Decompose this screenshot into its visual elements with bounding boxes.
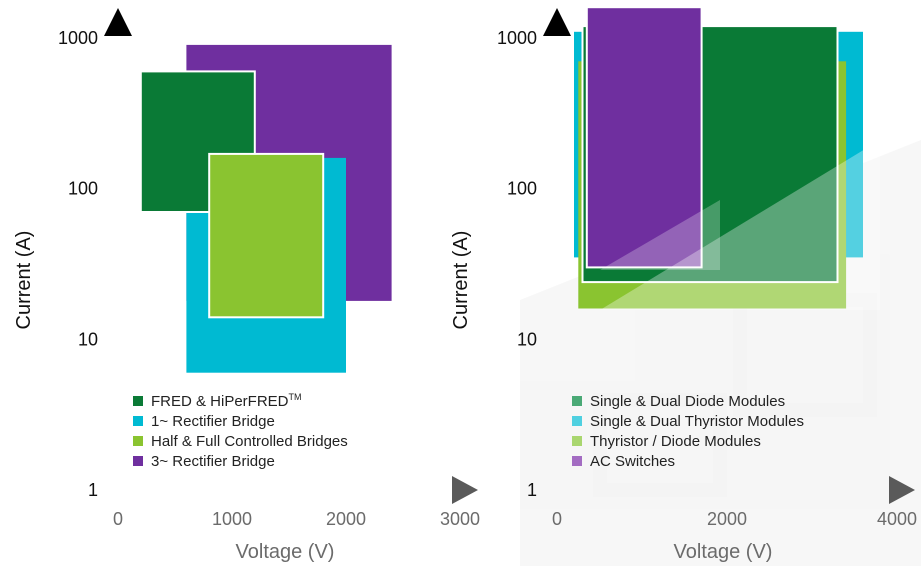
legend-label: Single & Dual Thyristor Modules [590, 413, 804, 430]
y-tick-label: 1000 [497, 28, 537, 48]
x-tick-label: 1000 [212, 509, 252, 529]
x-tick-label: 2000 [326, 509, 366, 529]
legend-superscript: TM [289, 392, 302, 402]
x-tick-label: 3000 [440, 509, 480, 529]
y-tick-label: 100 [507, 179, 537, 199]
overlay-wash-2 [600, 200, 720, 270]
y-tick-label: 10 [78, 329, 98, 349]
legend-label: Half & Full Controlled Bridges [151, 433, 348, 450]
left-chart-panel: 0 1000 2000 3000 1 10 100 1000 Voltage (V) Curren… [13, 8, 480, 563]
x-tick-label: 0 [552, 509, 562, 529]
y-axis-arrow [104, 8, 132, 36]
legend-swatch [133, 416, 143, 426]
y-tick-label: 1 [88, 480, 98, 500]
legend-label: 1~ Rectifier Bridge [151, 413, 275, 430]
y-tick-label: 10 [517, 329, 537, 349]
legend-swatch [572, 456, 582, 466]
y-tick-label: 1 [527, 480, 537, 500]
legend-swatch [133, 436, 143, 446]
y-tick-label: 1000 [58, 28, 98, 48]
y-axis-arrow [543, 8, 571, 36]
x-axis-arrow [889, 476, 915, 504]
legend-swatch [572, 396, 582, 406]
legend-swatch [572, 436, 582, 446]
legend-label: Thyristor / Diode Modules [590, 433, 761, 450]
x-axis-arrow [452, 476, 478, 504]
x-axis-title: Voltage (V) [674, 541, 773, 563]
legend-swatch [133, 456, 143, 466]
overlay-wash [600, 140, 880, 310]
legend-label: AC Switches [590, 453, 675, 470]
legend-label: Single & Dual Diode Modules [590, 393, 785, 410]
y-axis-title: Current (A) [13, 231, 35, 330]
y-axis-title: Current (A) [450, 231, 472, 330]
right-chart-panel: 0 2000 4000 1 10 100 1000 Voltage (V) Current (A… [450, 6, 917, 563]
y-tick-label: 100 [68, 179, 98, 199]
legend: FRED & HiPerFREDTM 1~ Rectifier Bridge Hal… [133, 392, 348, 470]
legend-swatch [133, 396, 143, 406]
legend: Single & Dual Diode Modules Single & Dual… [572, 393, 804, 470]
x-tick-label: 0 [113, 509, 123, 529]
legend-swatch [572, 416, 582, 426]
range-rect-ac-switches [585, 6, 703, 269]
x-tick-label: 4000 [877, 509, 917, 529]
x-tick-label: 2000 [707, 509, 747, 529]
range-rect-half-full-controlled-bridges [208, 152, 325, 319]
legend-label: FRED & HiPerFREDTM [151, 392, 302, 410]
legend-label: 3~ Rectifier Bridge [151, 453, 275, 470]
x-axis-title: Voltage (V) [236, 541, 335, 563]
